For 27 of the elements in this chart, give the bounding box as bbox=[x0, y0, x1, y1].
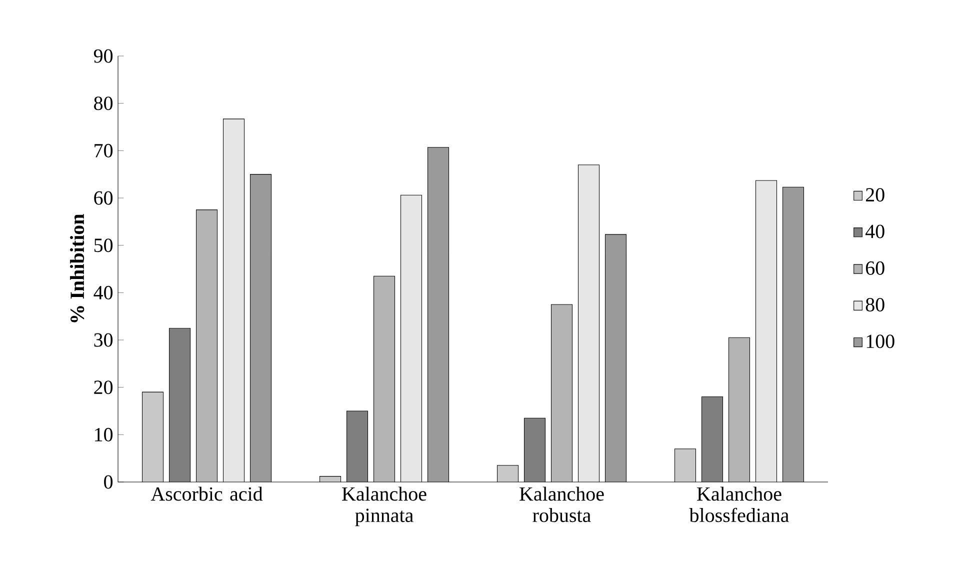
y-tick-label: 10 bbox=[95, 428, 113, 442]
bar bbox=[250, 174, 272, 482]
bar bbox=[142, 392, 164, 482]
bar bbox=[497, 465, 518, 482]
x-tick-label: Ascorbic acid bbox=[150, 486, 263, 501]
y-tick-label: 50 bbox=[94, 238, 113, 252]
y-tick-label: 90 bbox=[94, 49, 113, 63]
y-axis-title: % Inhibition bbox=[70, 214, 84, 322]
y-tick-label: 70 bbox=[94, 144, 113, 158]
bar bbox=[782, 186, 804, 482]
y-tick-label: 30 bbox=[94, 333, 113, 347]
bar bbox=[605, 234, 626, 482]
legend-label: 80 bbox=[866, 298, 884, 312]
x-tick-label: Kalanchoe robusta bbox=[520, 486, 604, 522]
bar bbox=[428, 147, 449, 482]
legend-label: 40 bbox=[866, 224, 884, 238]
y-tick-label: 60 bbox=[94, 191, 113, 205]
y-tick-label: 80 bbox=[94, 96, 113, 110]
legend-label: 60 bbox=[866, 261, 884, 275]
x-tick-label: Kalanchoe blossfediana bbox=[689, 486, 789, 522]
y-tick-label: 0 bbox=[104, 475, 113, 489]
legend-label: 100 bbox=[866, 334, 894, 348]
legend-label: 20 bbox=[866, 188, 884, 202]
x-tick-label: Kalanchoe pinnata bbox=[342, 486, 426, 526]
y-tick-label: 40 bbox=[94, 286, 113, 300]
bar bbox=[674, 448, 696, 482]
y-tick-label: 20 bbox=[94, 380, 113, 394]
